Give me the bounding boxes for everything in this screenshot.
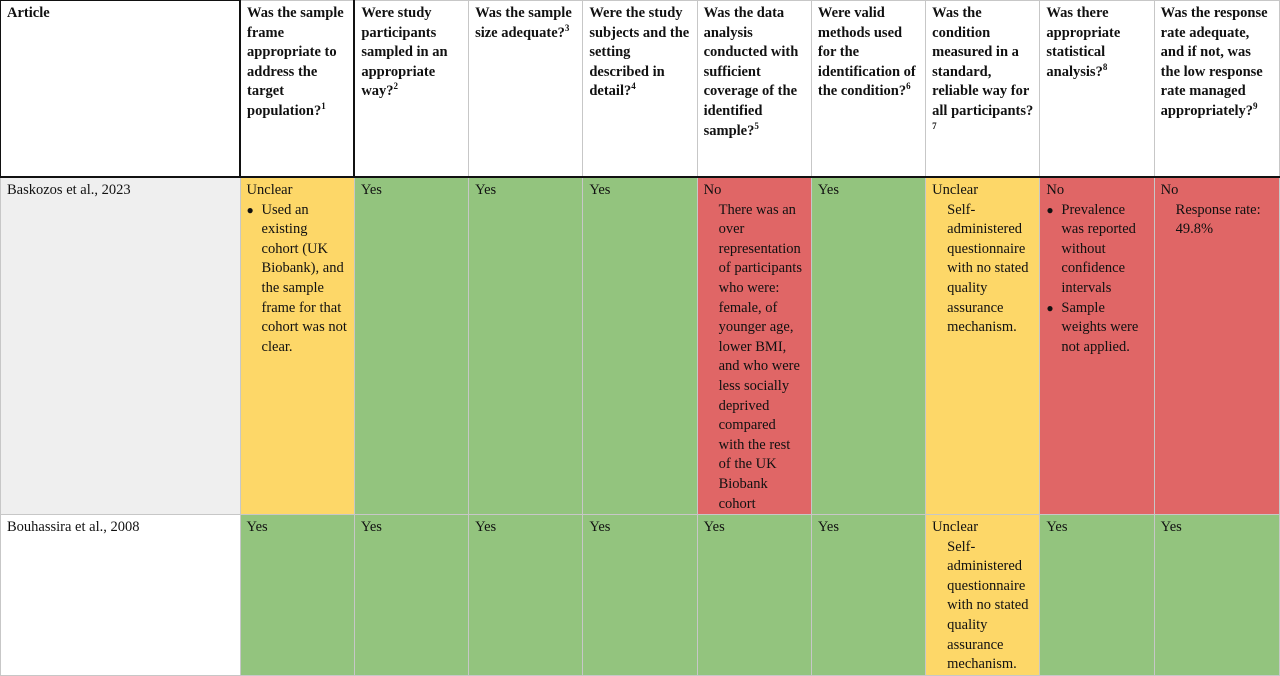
bullet-item: Used an existing cohort (UK Biobank), an… xyxy=(247,201,348,358)
rating-label: Unclear xyxy=(247,181,348,201)
header-q6: Were valid methods used for the identifi… xyxy=(811,1,925,178)
rating-cell-q1: Unclear Used an existing cohort (UK Biob… xyxy=(240,177,354,515)
rating-cell-q2: Yes xyxy=(354,515,468,676)
rating-note: Self-administered questionnaire with no … xyxy=(932,538,1033,675)
rating-label: Yes xyxy=(1161,518,1273,538)
header-q9: Was the response rate adequate, and if n… xyxy=(1154,1,1279,178)
table-row: Baskozos et al., 2023 Unclear Used an ex… xyxy=(1,177,1280,515)
rating-label: Yes xyxy=(361,518,462,538)
rating-cell-q8: Yes xyxy=(1040,515,1154,676)
rating-cell-q7: Unclear Self-administered questionnaire … xyxy=(926,177,1040,515)
rating-label: Yes xyxy=(475,181,576,201)
rating-label: Yes xyxy=(589,518,690,538)
rating-label: Yes xyxy=(1046,518,1147,538)
rating-cell-q3: Yes xyxy=(469,515,583,676)
rating-cell-q9: Yes xyxy=(1154,515,1279,676)
bullet-list: Prevalence was reported without confiden… xyxy=(1046,201,1147,358)
rating-cell-q9: No Response rate: 49.8% xyxy=(1154,177,1279,515)
rating-label: Yes xyxy=(818,181,919,201)
rating-cell-q4: Yes xyxy=(583,177,697,515)
rating-note: Self-administered questionnaire with no … xyxy=(932,201,1033,338)
header-q1: Was the sample frame appropriate to addr… xyxy=(240,1,354,178)
rating-label: Yes xyxy=(589,181,690,201)
rating-label: Yes xyxy=(704,518,805,538)
rating-cell-q7: Unclear Self-administered questionnaire … xyxy=(926,515,1040,676)
rating-cell-q3: Yes xyxy=(469,177,583,515)
rating-label: Unclear xyxy=(932,518,1033,538)
rating-label: No xyxy=(1046,181,1147,201)
header-q3: Was the sample size adequate?3 xyxy=(469,1,583,178)
rating-note: There was an over representation of part… xyxy=(704,201,805,515)
header-q7: Was the condition measured in a standard… xyxy=(926,1,1040,178)
bullet-item: Prevalence was reported without confiden… xyxy=(1046,201,1147,299)
header-q5: Was the data analysis conducted with suf… xyxy=(697,1,811,178)
article-cell: Baskozos et al., 2023 xyxy=(1,177,241,515)
rating-cell-q1: Yes xyxy=(240,515,354,676)
header-article: Article xyxy=(1,1,241,178)
rating-cell-q5: No There was an over representation of p… xyxy=(697,177,811,515)
rating-note: Response rate: 49.8% xyxy=(1161,201,1273,240)
bullet-item: Sample weights were not applied. xyxy=(1046,299,1147,358)
rating-cell-q6: Yes xyxy=(811,177,925,515)
rating-cell-q5: Yes xyxy=(697,515,811,676)
header-q8: Was there appropriate statistical analys… xyxy=(1040,1,1154,178)
rating-cell-q6: Yes xyxy=(811,515,925,676)
header-row: Article Was the sample frame appropriate… xyxy=(1,1,1280,178)
header-q4: Were the study subjects and the setting … xyxy=(583,1,697,178)
rating-label: Yes xyxy=(361,181,462,201)
rating-label: Yes xyxy=(475,518,576,538)
header-q2: Were study participants sampled in an ap… xyxy=(354,1,468,178)
rating-label: Unclear xyxy=(932,181,1033,201)
rating-cell-q4: Yes xyxy=(583,515,697,676)
rating-label: No xyxy=(704,181,805,201)
article-cell: Bouhassira et al., 2008 xyxy=(1,515,241,676)
rating-label: Yes xyxy=(247,518,348,538)
bullet-list: Used an existing cohort (UK Biobank), an… xyxy=(247,201,348,358)
rating-cell-q8: No Prevalence was reported without confi… xyxy=(1040,177,1154,515)
rating-label: No xyxy=(1161,181,1273,201)
table-row: Bouhassira et al., 2008 Yes Yes Yes Yes … xyxy=(1,515,1280,676)
rating-cell-q2: Yes xyxy=(354,177,468,515)
rating-label: Yes xyxy=(818,518,919,538)
